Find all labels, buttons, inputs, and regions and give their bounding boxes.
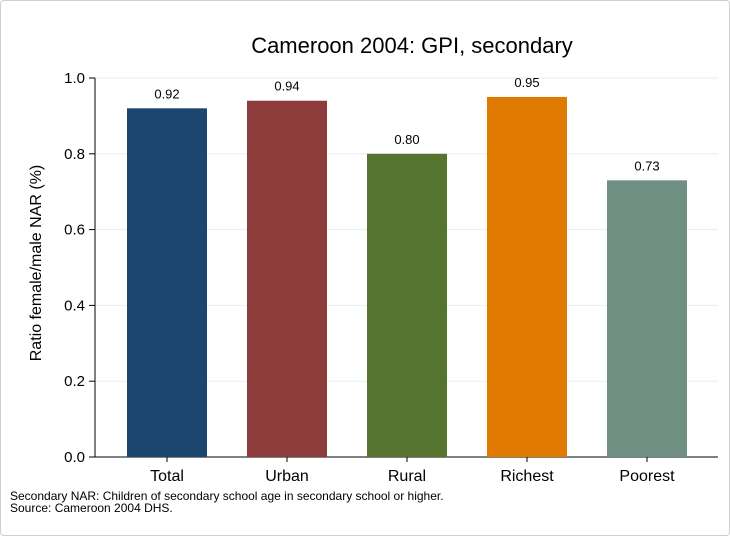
y-tick-label: 0.6 xyxy=(64,222,85,239)
y-tick-label: 1.0 xyxy=(64,70,85,87)
data-label: 0.94 xyxy=(274,79,299,94)
chart-notes: Secondary NAR: Children of secondary sch… xyxy=(10,489,444,515)
y-tick-label: 0.4 xyxy=(64,297,85,314)
bar-urban xyxy=(247,100,327,458)
source-text: Source: Cameroon 2004 DHS. xyxy=(10,501,173,515)
x-tick-label: Urban xyxy=(265,468,309,485)
y-tick-label: 0.8 xyxy=(64,146,85,163)
data-label: 0.95 xyxy=(514,75,539,90)
bar-richest xyxy=(487,96,567,457)
data-label: 0.73 xyxy=(634,158,659,173)
x-tick-label: Poorest xyxy=(619,468,675,485)
y-tick-label: 0.0 xyxy=(64,449,85,466)
x-tick-label: Rural xyxy=(388,468,426,485)
bar-total xyxy=(127,108,207,457)
y-tick-label: 0.2 xyxy=(64,373,85,390)
x-tick-label: Total xyxy=(150,468,184,485)
bar-rural xyxy=(367,153,447,458)
data-label: 0.80 xyxy=(394,132,419,147)
data-label: 0.92 xyxy=(154,86,179,101)
x-tick-label: Richest xyxy=(500,468,554,485)
bars: 0.92 Total 0.94 Urban 0.80 Rural 0.95 Richest 0.… xyxy=(127,75,687,485)
note-text: Secondary NAR: Children of secondary sch… xyxy=(10,489,444,503)
chart-title: Cameroon 2004: GPI, secondary xyxy=(251,33,573,58)
y-axis-label: Ratio female/male NAR (%) xyxy=(28,165,45,362)
bar-poorest xyxy=(607,180,687,457)
